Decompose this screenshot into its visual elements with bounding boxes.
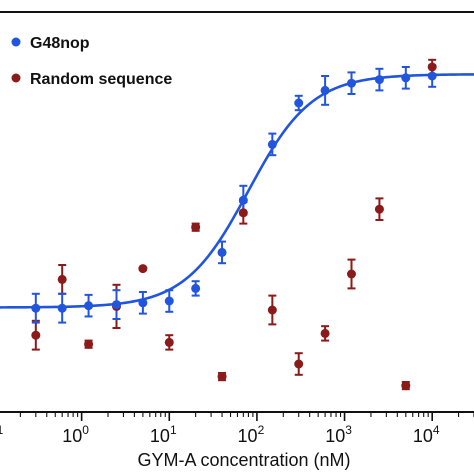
data-point (191, 222, 201, 232)
data-point (427, 62, 437, 72)
data-point (294, 359, 304, 369)
x-axis-ticks (19, 412, 474, 421)
data-point (57, 303, 67, 313)
data-point (31, 303, 41, 313)
data-point (191, 283, 201, 293)
data-point (217, 247, 227, 257)
data-point (427, 71, 437, 81)
data-point (320, 85, 330, 95)
x-axis-title: GYM-A concentration (nM) (137, 450, 350, 470)
x-tick-label: 102 (238, 423, 265, 446)
x-tick-label: 10-1 (0, 423, 4, 446)
data-point (84, 339, 94, 349)
x-tick-label: 103 (325, 423, 352, 446)
data-point (84, 301, 94, 311)
legend: G48nop Random sequence (11, 35, 172, 88)
error-bar-layer (31, 58, 437, 391)
data-point (238, 195, 248, 205)
data-point (112, 300, 122, 310)
data-point-layer (31, 62, 437, 391)
data-point (164, 337, 174, 347)
data-point (320, 328, 330, 338)
legend-marker (11, 37, 21, 47)
data-point (31, 330, 41, 340)
data-point (217, 372, 227, 382)
x-tick-label: 101 (150, 423, 177, 446)
legend-label: G48nop (30, 35, 90, 52)
legend-marker (11, 73, 21, 83)
data-point (57, 274, 67, 284)
x-tick-label: 100 (62, 423, 89, 446)
data-point (401, 381, 411, 391)
data-point (374, 204, 384, 214)
fit-curve (0, 73, 474, 309)
data-point (401, 73, 411, 83)
data-point (238, 208, 248, 218)
data-point (267, 139, 277, 149)
data-point (346, 78, 356, 88)
data-point (138, 264, 148, 274)
x-tick-label: 104 (413, 423, 440, 446)
x-axis-tick-labels: 10-1 100 101 102 103 104 (0, 423, 440, 446)
data-point (346, 269, 356, 279)
data-point (374, 75, 384, 85)
fit-curve-layer (0, 73, 474, 309)
data-point (267, 305, 277, 315)
legend-label: Random sequence (30, 71, 172, 88)
data-point (138, 298, 148, 308)
data-point (294, 98, 304, 108)
data-point (164, 296, 174, 306)
